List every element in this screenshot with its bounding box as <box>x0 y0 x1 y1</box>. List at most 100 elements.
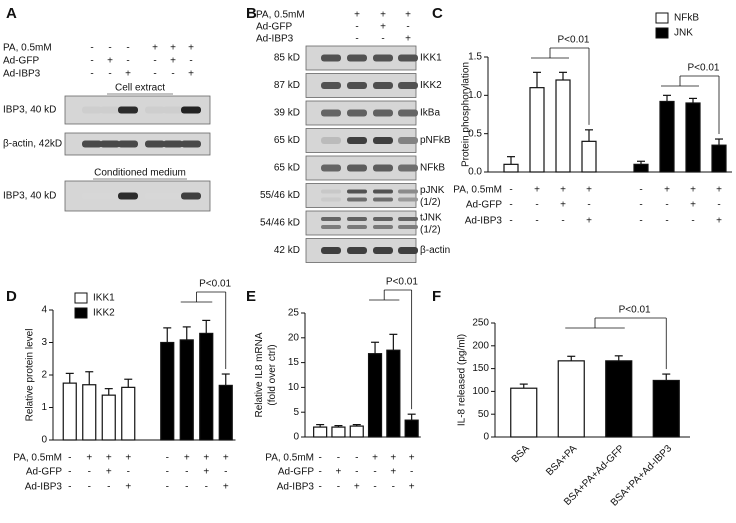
bar <box>160 341 175 441</box>
treatment-sign: - <box>639 200 642 211</box>
treatment-sign: - <box>355 22 358 33</box>
band <box>398 197 418 202</box>
bar <box>557 360 585 438</box>
treatment-sign: - <box>381 34 384 45</box>
y-tick-label: 3 <box>41 337 47 348</box>
treatment-sign: + <box>188 43 194 54</box>
band <box>347 217 367 221</box>
blot-protein: IkBa <box>420 108 440 119</box>
y-axis-title: Protein phosphorylation <box>461 62 472 167</box>
band <box>321 189 341 194</box>
blot-size: 85 kD <box>274 53 300 64</box>
bar <box>313 426 328 438</box>
treatment-sign: + <box>405 34 411 45</box>
treatment-sign: - <box>185 467 188 478</box>
band <box>373 109 393 117</box>
treatment-sign: - <box>373 482 376 493</box>
treatment-sign: + <box>354 482 360 493</box>
bar <box>510 387 538 438</box>
treatment-sign: - <box>189 56 192 67</box>
treatment-sign: - <box>509 216 512 227</box>
treatment-sign: - <box>153 69 156 80</box>
bar <box>218 384 233 441</box>
band <box>145 192 165 200</box>
band <box>347 189 367 194</box>
band <box>321 197 341 202</box>
treatment-sign: + <box>354 10 360 21</box>
bar <box>652 379 680 438</box>
bar <box>121 386 136 441</box>
legend-swatch <box>655 12 669 24</box>
panel-label: D <box>6 288 17 305</box>
treatment-sign: + <box>664 185 670 196</box>
bar <box>101 394 116 441</box>
bar <box>367 353 383 438</box>
treatment-sign: - <box>665 200 668 211</box>
treatment-sign: - <box>68 467 71 478</box>
bar <box>605 360 633 438</box>
bar <box>386 349 401 438</box>
y-tick-label: 0 <box>41 435 47 446</box>
treatment-sign: - <box>691 216 694 227</box>
treatment-sign: - <box>126 43 129 54</box>
treatment-sign: - <box>127 467 130 478</box>
band <box>321 109 341 117</box>
blot-size: 39 kD <box>274 108 300 119</box>
treatment-sign: - <box>717 200 720 211</box>
x-tick-label: BSA+PA <box>544 443 579 478</box>
band <box>347 164 367 172</box>
treatment-sign: - <box>185 482 188 493</box>
band <box>347 54 367 62</box>
band <box>82 106 102 114</box>
y-tick-label: 5 <box>293 407 299 418</box>
blot-protein: NFkB <box>420 163 445 174</box>
treatment-sign: - <box>509 200 512 211</box>
bar <box>711 144 727 173</box>
band <box>347 225 367 229</box>
panel-label: F <box>432 288 441 305</box>
annotation: P<0.01 <box>558 35 590 46</box>
bar <box>529 87 545 173</box>
treatment-sign: + <box>716 185 722 196</box>
treatment-label: PA, 0.5mM <box>453 185 502 196</box>
band <box>321 247 341 254</box>
band <box>373 217 393 221</box>
band <box>321 54 341 62</box>
legend-swatch <box>655 27 669 39</box>
band <box>398 247 418 254</box>
treatment-sign: + <box>203 453 209 464</box>
treatment-sign: - <box>392 482 395 493</box>
band <box>398 217 418 221</box>
treatment-sign: + <box>560 200 566 211</box>
blot-protein: pJNK <box>420 185 445 196</box>
treatment-sign: + <box>125 482 131 493</box>
blot-size: 65 kD <box>274 135 300 146</box>
y-tick-label: 10 <box>288 382 300 393</box>
y-tick-label: 50 <box>478 409 490 420</box>
band <box>347 109 367 117</box>
treatment-sign: + <box>586 216 592 227</box>
treatment-label: Ad-GFP <box>256 22 292 33</box>
section-title: Conditioned medium <box>94 168 186 179</box>
band <box>398 137 418 144</box>
treatment-sign: - <box>153 56 156 67</box>
y-tick-label: 200 <box>472 340 489 351</box>
blot-protein: IKK1 <box>420 53 442 64</box>
treatment-label: Ad-GFP <box>26 467 62 478</box>
treatment-sign: - <box>171 69 174 80</box>
treatment-sign: - <box>88 467 91 478</box>
bar <box>331 426 346 438</box>
band <box>163 192 183 200</box>
treatment-label: Ad-IBP3 <box>3 69 41 80</box>
band <box>373 137 393 144</box>
band <box>398 109 418 117</box>
treatment-label: PA, 0.5mM <box>3 43 52 54</box>
band <box>373 189 393 194</box>
treatment-sign: - <box>355 467 358 478</box>
legend-label: NFkB <box>674 13 699 24</box>
blot-label: β-actin, 42kD <box>3 139 62 150</box>
band <box>181 106 201 114</box>
treatment-sign: - <box>166 482 169 493</box>
legend-label: IKK2 <box>93 308 115 319</box>
bar <box>62 382 77 441</box>
